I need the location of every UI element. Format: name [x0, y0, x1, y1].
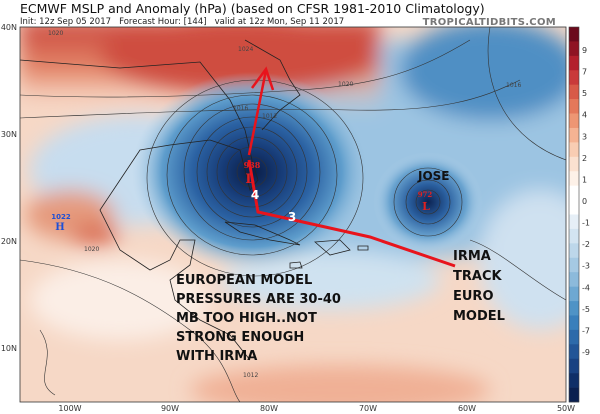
note-line: EUROPEAN MODEL	[176, 273, 312, 288]
lon-label: 60W	[458, 404, 476, 413]
irma-pressure: 938	[244, 160, 261, 170]
jose-pressure: 972	[418, 190, 433, 199]
note-line: MODEL	[453, 309, 505, 324]
arrowhead-icon	[250, 66, 275, 91]
colorbar-swatch	[569, 171, 579, 186]
lat-label: 10N	[1, 344, 17, 353]
latitude-axis: 40N 30N 20N 10N	[1, 23, 17, 353]
irma-track	[247, 66, 456, 268]
note-line: EURO	[453, 289, 494, 304]
forecast-hour: Forecast Hour: [144]	[119, 17, 207, 27]
colorbar-swatch	[569, 272, 579, 287]
colorbar-label: 0	[582, 197, 587, 206]
european-model-note: EUROPEAN MODEL PRESSURES ARE 30-40 MB TO…	[176, 273, 341, 364]
colorbar-label: 3	[582, 132, 587, 141]
lat-label: 30N	[1, 130, 17, 139]
colorbar-label: -7	[582, 326, 590, 335]
track-day-label: 4	[251, 188, 259, 202]
contour-label: 1020	[84, 246, 99, 253]
note-line: WITH IRMA	[176, 349, 257, 364]
colorbar-label: -5	[582, 305, 590, 314]
colorbar-frame	[568, 26, 580, 403]
init-time: Init: 12z Sep 05 2017	[20, 17, 112, 27]
colorbar-swatch	[569, 243, 579, 259]
colorbar-swatch	[569, 156, 579, 172]
colorbar-label: 1	[582, 175, 587, 184]
jose-label: JOSE	[417, 169, 450, 183]
colorbar-label: -4	[582, 283, 590, 292]
colorbar-swatch	[569, 70, 579, 85]
colorbar-label: -1	[582, 219, 590, 228]
contour-label: 1016	[233, 105, 248, 112]
note-line: STRONG ENOUGH	[176, 330, 304, 345]
colorbar-label: -3	[582, 262, 590, 271]
note-line: IRMA	[453, 249, 491, 264]
track-day-label: 3	[288, 210, 296, 224]
colorbar-swatch	[569, 113, 579, 129]
colorbar-swatch	[569, 127, 579, 143]
colorbar-label: 9	[582, 46, 587, 55]
irma-low-symbol: L	[245, 172, 254, 187]
irma-track-note: IRMA TRACK EURO MODEL	[453, 249, 505, 324]
colorbar-swatch	[569, 257, 579, 273]
colorbar-swatch	[569, 27, 579, 42]
contour-label: 1020	[48, 30, 63, 37]
isobars	[20, 27, 566, 402]
track-line	[247, 159, 456, 268]
colorbar-swatch	[569, 373, 579, 388]
colorbar-swatch	[569, 315, 579, 331]
lon-label: 90W	[161, 404, 179, 413]
colorbar-swatch	[569, 387, 579, 403]
note-line: MB TOO HIGH..NOT	[176, 311, 317, 326]
jose-low-anomaly	[373, 152, 483, 252]
colorbar-swatch	[569, 99, 579, 114]
high-symbol: H	[55, 222, 64, 233]
contour-label: 1012	[243, 372, 258, 379]
colorbar-swatch	[569, 344, 579, 360]
lat-label: 40N	[1, 23, 17, 32]
high-pressure: 1022	[51, 213, 71, 221]
jose-low-symbol: L	[422, 200, 430, 213]
contour-label: 1024	[238, 46, 253, 53]
valid-time: valid at 12z Mon, Sep 11 2017	[214, 17, 345, 27]
site-credit: TROPICALTIDBITS.COM	[422, 17, 556, 28]
track-arrow-line	[247, 69, 268, 156]
lon-label: 70W	[359, 404, 377, 413]
colorbar-label: 5	[582, 89, 587, 98]
colorbar: 9 7 5 4 3 2 1 0 -1 -2 -3 -4 -5 -7 -9	[568, 26, 590, 403]
contour-label: 1020	[338, 81, 353, 88]
colorbar-swatch	[569, 228, 579, 244]
plot-frame	[19, 26, 567, 403]
colorbar-swatch	[569, 214, 579, 230]
lon-label: 50W	[557, 404, 575, 413]
colorbar-swatch	[569, 358, 579, 374]
map-subtitle: Init: 12z Sep 05 2017 Forecast Hour: [14…	[20, 17, 344, 27]
lon-label: 80W	[260, 404, 278, 413]
colorbar-swatch	[569, 55, 579, 71]
note-line: PRESSURES ARE 30-40	[176, 292, 341, 307]
colorbar-label: -9	[582, 348, 590, 357]
longitude-axis: 100W 90W 80W 70W 60W 50W	[58, 404, 575, 413]
note-line: TRACK	[453, 269, 502, 284]
colorbar-swatch	[569, 185, 579, 201]
colorbar-label: 7	[582, 68, 587, 77]
colorbar-swatch	[569, 329, 579, 345]
contour-label: 1016	[506, 82, 521, 89]
colorbar-label: 2	[582, 154, 587, 163]
colorbar-swatch	[569, 286, 579, 302]
colorbar-label: 4	[582, 111, 587, 120]
colorbar-swatch	[569, 41, 579, 57]
coastlines	[20, 39, 369, 361]
map-plot-area	[20, 27, 566, 402]
lon-label: 100W	[58, 404, 81, 413]
colorbar-swatch	[569, 142, 579, 158]
colorbar-label: -2	[582, 240, 590, 249]
colorbar-swatch	[569, 84, 579, 100]
map-title: ECMWF MSLP and Anomaly (hPa) (based on C…	[20, 1, 485, 16]
colorbar-swatch	[569, 301, 579, 316]
contour-label: 1012	[262, 113, 277, 120]
colorbar-swatch	[569, 200, 579, 215]
lat-label: 20N	[1, 237, 17, 246]
